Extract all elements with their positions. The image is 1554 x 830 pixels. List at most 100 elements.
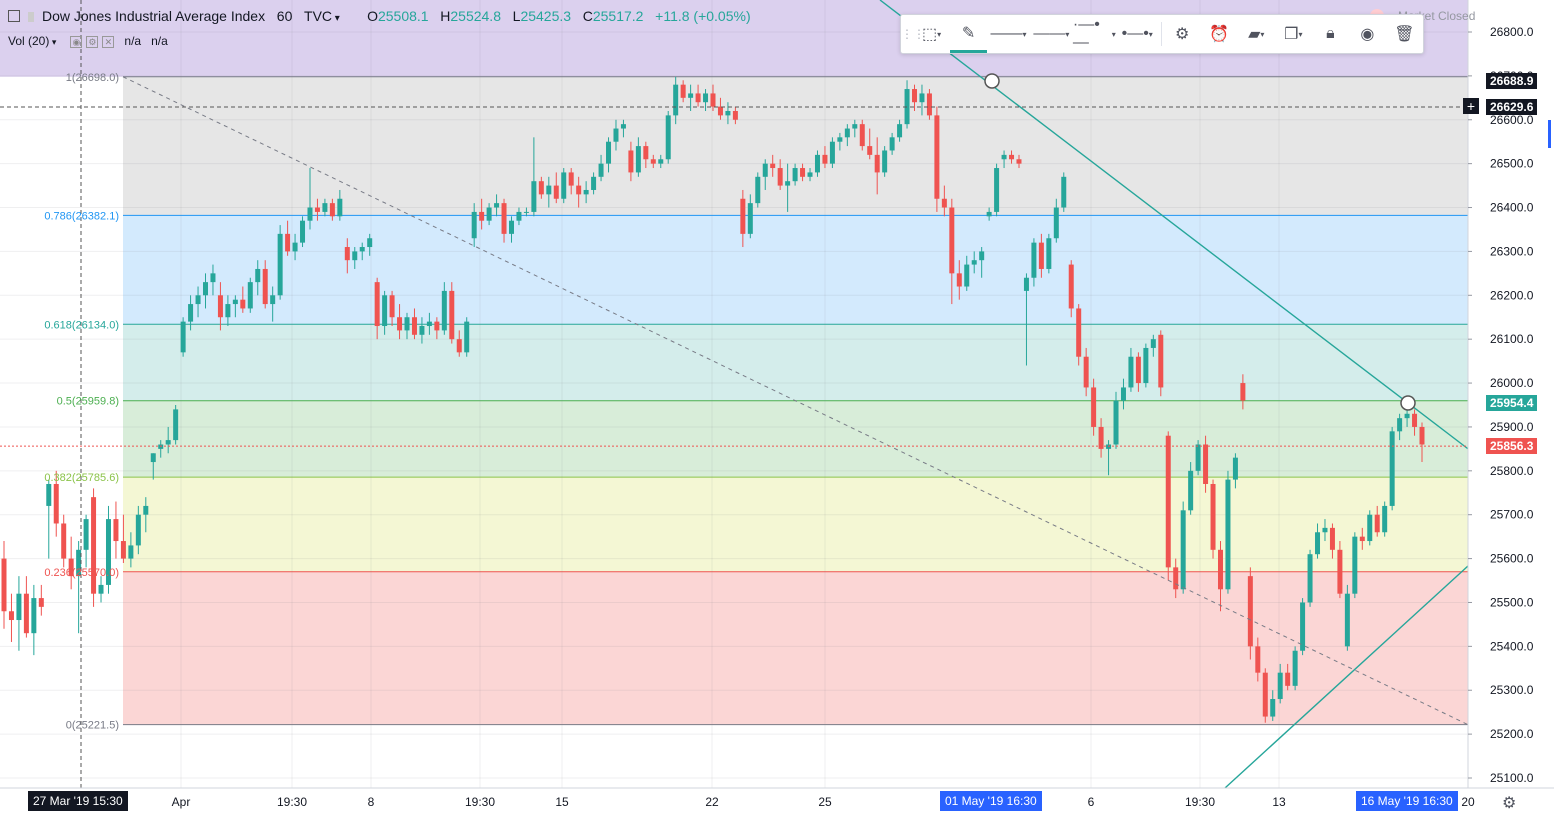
candle — [1031, 238, 1037, 287]
candle — [635, 137, 641, 177]
candle-body — [964, 264, 970, 287]
close-icon[interactable]: ✕ — [102, 36, 115, 48]
candle-body — [874, 154, 880, 173]
candle — [1046, 233, 1052, 274]
trendline-anchor-handle[interactable] — [1400, 395, 1416, 411]
candle-body — [740, 198, 746, 234]
candle — [31, 584, 37, 656]
candle — [98, 576, 104, 603]
time-tick-label: 13 — [1272, 795, 1286, 809]
trendline-anchor-handle[interactable] — [984, 73, 1000, 89]
eye-icon[interactable]: ◉ — [1360, 26, 1375, 43]
candle — [785, 163, 791, 212]
candle-body — [270, 295, 276, 305]
time-axis[interactable]: Apr 19:30 8 19:30 15 22 25 6 19:30 13 20 — [0, 787, 1554, 830]
candle — [314, 198, 320, 221]
candle — [889, 132, 895, 155]
symbol-marker-icon — [28, 12, 34, 22]
trash-icon[interactable]: 🗑︎ — [1394, 26, 1415, 43]
candle-body — [479, 211, 485, 221]
candle — [419, 317, 425, 344]
settings-gear-icon[interactable]: ⚙ — [1502, 795, 1517, 812]
candle-body — [68, 558, 74, 577]
candle — [1068, 260, 1074, 318]
candle — [934, 106, 940, 212]
candle-body — [262, 268, 268, 305]
symbol-legend: Dow Jones Industrial Average Index 60 TV… — [0, 0, 900, 34]
interval: 60 — [276, 8, 293, 24]
plus-icon[interactable]: + — [1463, 98, 1479, 114]
copy-icon[interactable]: ❐ ▾ — [1284, 26, 1303, 43]
chevron-down-icon[interactable]: ▾ — [332, 13, 340, 24]
candle-body — [934, 115, 940, 199]
select-icon[interactable]: ⬚ ▾ — [921, 26, 942, 43]
candle-body — [643, 146, 649, 160]
price-tick-label: 26500.0 — [1490, 157, 1534, 171]
candle-body — [105, 519, 111, 585]
candle-body — [859, 124, 865, 147]
candle-body — [867, 146, 873, 155]
candle — [1262, 668, 1268, 723]
candle — [538, 176, 544, 199]
candle — [61, 514, 67, 568]
gear-icon[interactable]: ⚙ — [1174, 26, 1190, 43]
candle — [382, 290, 388, 335]
volume-label[interactable]: Vol (20) — [8, 34, 50, 48]
candle — [703, 89, 709, 111]
symbol-name[interactable]: Dow Jones Industrial Average Index — [42, 8, 266, 24]
candle-body — [180, 321, 186, 353]
candle — [688, 84, 694, 111]
candle-body — [1315, 532, 1321, 555]
scrollbar-thumb[interactable] — [1548, 120, 1551, 148]
fib-trend-dashed-line[interactable] — [122, 76, 1469, 726]
descending-trendline[interactable] — [879, 0, 1481, 459]
candle-body — [1240, 383, 1246, 401]
candle-body — [620, 124, 626, 129]
candle-body — [703, 93, 709, 103]
fib-level-label: 0.382(25785.6) — [44, 472, 119, 484]
volume-value-2: n/a — [151, 34, 168, 48]
lock-icon[interactable]: 🔒︎ — [1326, 25, 1335, 42]
candle-body — [725, 110, 731, 116]
node-line-icon[interactable]: ·—•— ▾ — [1072, 16, 1116, 51]
fib-level-label: 0.786(26382.1) — [44, 210, 119, 222]
background-icon[interactable]: ▰ ▾ — [1248, 26, 1265, 43]
candle — [598, 154, 604, 182]
candle-body — [329, 203, 335, 217]
settings-icon[interactable]: ⚙ — [86, 36, 99, 48]
node-line-alt-icon[interactable]: •—• ▾ — [1121, 25, 1153, 42]
candle-body — [1344, 593, 1350, 647]
candle-body — [1150, 339, 1156, 348]
fibonacci-retracement[interactable] — [0, 0, 1468, 726]
alert-icon[interactable]: ⏰ — [1209, 26, 1230, 43]
drawing-tools[interactable] — [0, 0, 1481, 789]
ascending-trendline[interactable] — [1224, 554, 1481, 789]
candle-body — [1098, 426, 1104, 449]
line-width-icon[interactable]: —— ▾ — [1033, 25, 1070, 42]
fib-band-0.618 — [123, 324, 1468, 401]
candle-body — [91, 497, 97, 594]
candle — [628, 141, 634, 182]
candle — [650, 154, 656, 169]
candle-body — [419, 326, 425, 335]
candle — [479, 198, 485, 230]
candle — [128, 532, 134, 568]
candle — [1382, 501, 1388, 537]
chevron-down-icon[interactable]: ▾ — [49, 37, 57, 47]
candle-body — [1083, 356, 1089, 388]
candle-body — [1, 558, 7, 612]
candle — [777, 159, 783, 190]
candle — [994, 163, 1000, 217]
candle-body — [1262, 672, 1268, 717]
line-style-icon[interactable]: —— ▾ — [990, 25, 1027, 42]
candle — [523, 207, 529, 217]
eye-icon[interactable]: ◉ — [70, 36, 83, 48]
price-axis[interactable]: 26800.026700.026600.026500.026400.026300… — [1467, 0, 1554, 830]
grip-icon[interactable]: ⋮⋮ — [901, 27, 925, 41]
candle — [1210, 479, 1216, 559]
candle — [658, 154, 664, 169]
collapse-toggle-icon[interactable] — [8, 10, 20, 22]
pencil-icon[interactable]: ✎ — [950, 15, 988, 53]
candle-body — [1412, 413, 1418, 427]
